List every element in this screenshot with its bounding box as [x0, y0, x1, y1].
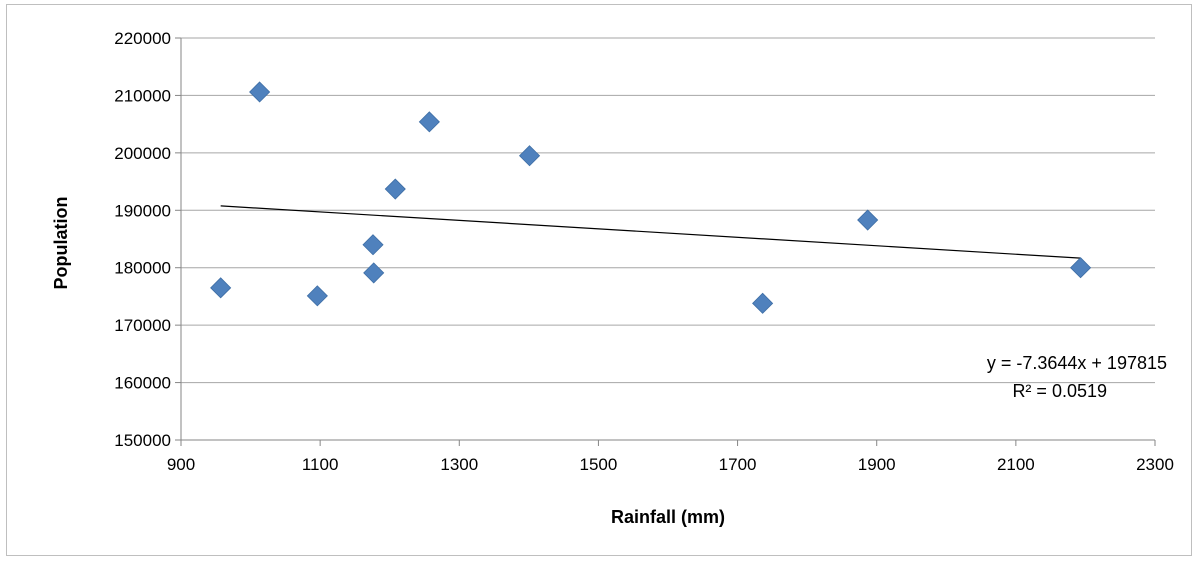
data-point [857, 209, 879, 231]
x-tick-label: 1500 [580, 455, 618, 474]
y-tick-label: 220000 [114, 29, 171, 48]
data-point [752, 292, 774, 314]
gridlines [181, 37, 1155, 384]
axes [175, 37, 1156, 446]
x-tick-label: 2100 [997, 455, 1035, 474]
x-tick-label: 1700 [719, 455, 757, 474]
chart-frame: 150000 160000 170000 180000 190000 200000 2100… [6, 4, 1192, 556]
y-tick-label: 180000 [114, 259, 171, 278]
x-axis-title: Rainfall (mm) [611, 507, 725, 527]
data-point [384, 178, 406, 200]
trendline-group [220, 205, 1081, 259]
y-tick-label: 170000 [114, 316, 171, 335]
y-tick-label: 150000 [114, 431, 171, 450]
data-points [210, 81, 1092, 314]
x-tick-label: 1100 [302, 455, 339, 474]
data-point [518, 145, 541, 167]
x-tick-label: 900 [167, 455, 195, 474]
y-tick-label: 190000 [114, 201, 171, 220]
data-point [1069, 257, 1092, 279]
y-tick-label: 160000 [114, 374, 171, 393]
trendline [220, 205, 1081, 259]
y-tick-labels: 150000 160000 170000 180000 190000 200000 2100… [114, 29, 171, 450]
trendline-r-squared: R² = 0.0519 [1012, 381, 1107, 401]
data-point [363, 262, 385, 284]
data-point [306, 285, 328, 307]
x-tick-label: 1300 [440, 455, 478, 474]
x-tick-label: 2300 [1136, 455, 1174, 474]
data-point [210, 277, 232, 299]
y-tick-label: 200000 [114, 144, 171, 163]
x-tick-labels: 900 1100 1300 1500 1700 1900 2100 2300 [167, 455, 1174, 474]
data-point [249, 81, 271, 103]
data-point [418, 111, 440, 133]
scatter-chart: 150000 160000 170000 180000 190000 200000 2100… [51, 29, 1174, 527]
y-axis-title: Population [51, 197, 71, 290]
x-tick-label: 1900 [858, 455, 896, 474]
trendline-equation: y = -7.3644x + 197815 [987, 353, 1167, 373]
data-point [362, 234, 384, 256]
y-tick-label: 210000 [114, 86, 171, 105]
